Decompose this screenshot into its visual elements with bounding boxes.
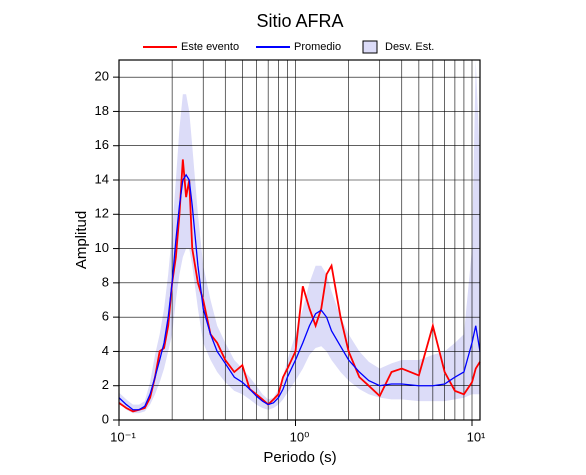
y-tick-label: 16 [95,137,109,152]
y-tick-label: 20 [95,69,109,84]
y-tick-label: 8 [102,274,109,289]
legend-label: Este evento [181,41,239,53]
y-tick-label: 4 [102,343,109,358]
series-line [118,173,481,411]
y-axis-label: Amplitud [73,211,90,269]
y-tick-label: 14 [95,171,109,186]
plot-frame [118,59,481,421]
y-tick-label: 12 [95,206,109,221]
std-band [119,60,480,414]
series-line [118,159,481,413]
chart-title: Sitio AFRA [256,11,343,31]
legend-label: Promedio [294,41,341,53]
y-tick-label: 6 [102,309,109,324]
x-axis-label: Periodo (s) [263,449,336,466]
y-tick-label: 10 [95,240,109,255]
legend-swatch [362,40,378,54]
y-tick-label: 2 [102,377,109,392]
x-tick-label: 10⁻¹ [110,429,136,444]
legend-label: Desv. Est. [385,41,434,53]
x-tick-label: 10¹ [467,429,486,444]
y-tick-label: 0 [102,411,109,426]
x-tick-label: 10⁰ [290,429,310,444]
y-tick-label: 18 [95,103,109,118]
